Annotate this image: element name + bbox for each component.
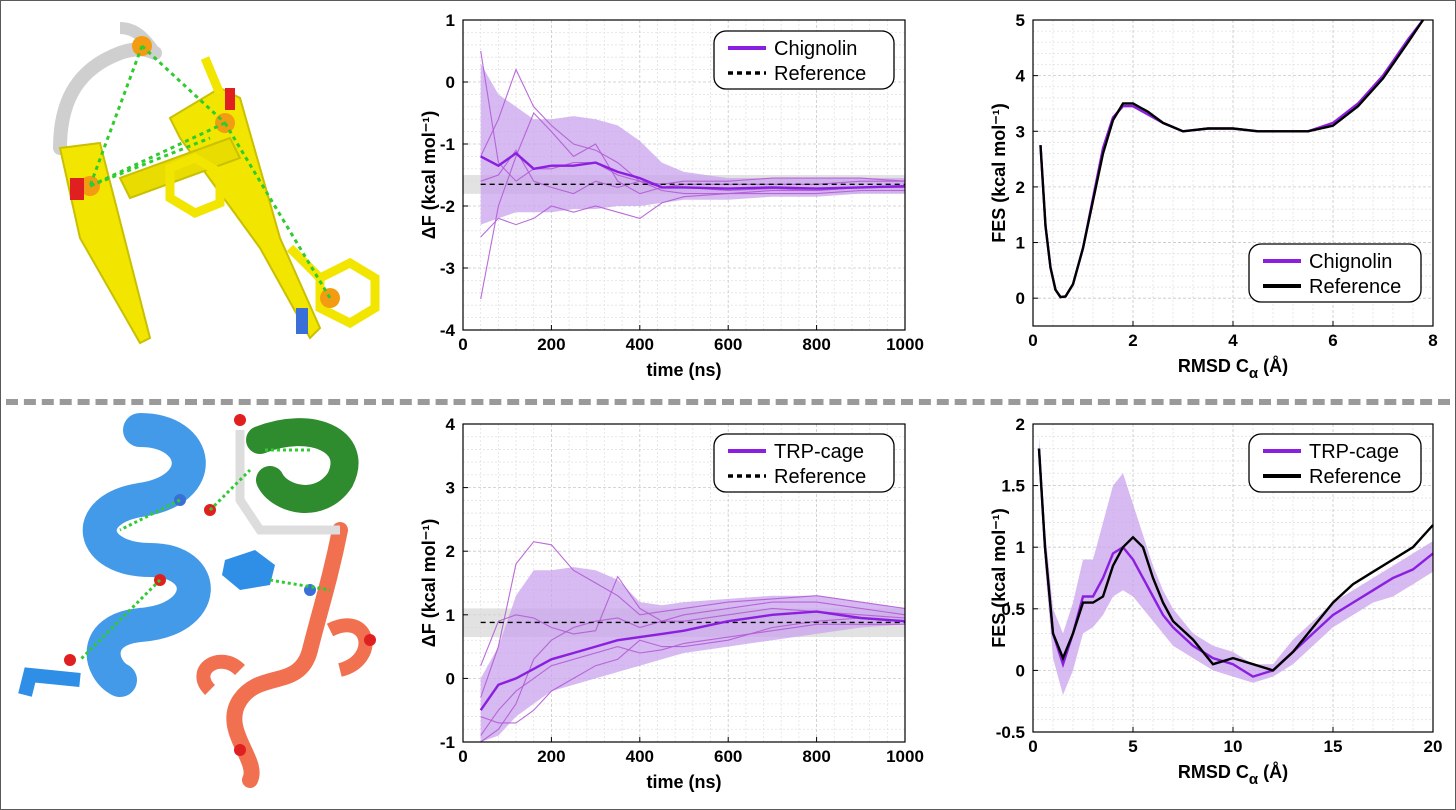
panel-divider [6, 399, 1450, 405]
chignolin-structure-icon [53, 22, 380, 345]
trpcage-structure-icon [18, 413, 376, 788]
